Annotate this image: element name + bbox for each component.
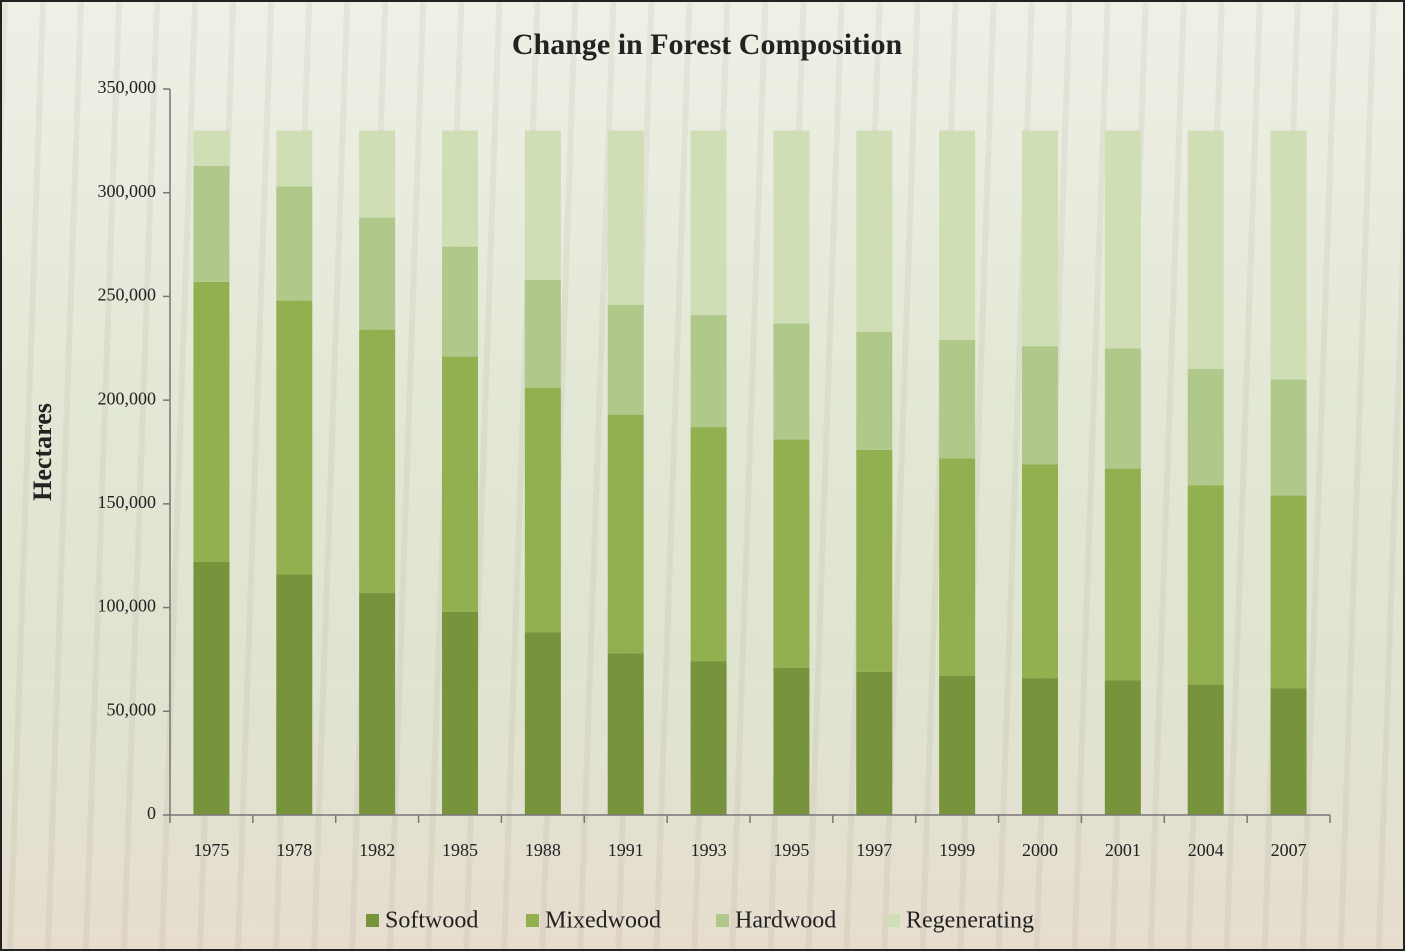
bar-segment [1270,688,1307,815]
bar-segment [1022,678,1058,815]
bar-segment [1270,495,1307,689]
bar-segment [856,331,893,450]
bar-segment [939,339,976,459]
bar-segment [773,130,810,324]
bar-segment [1104,680,1141,815]
bar-segment [359,593,396,815]
bar-segment [276,300,313,575]
bar-segment [607,414,644,654]
bar-segment [193,165,230,282]
bar-segment [359,329,396,594]
y-tick-label: 200,000 [98,388,157,408]
y-tick-label: 150,000 [98,492,157,512]
bar-segment [276,130,313,187]
bar-segment [524,279,561,388]
legend-label: Mixedwood [545,908,661,934]
bar-segment [1187,130,1224,370]
legend-label: Regenerating [906,908,1034,934]
bar-segment [856,449,893,672]
bar-segment [1187,684,1224,815]
bar-segment [1187,369,1224,486]
bar-segment [442,356,478,612]
bar-segment [939,458,976,677]
bar-segment [524,387,561,633]
bar-segment [690,661,727,815]
bar-segment [690,427,727,662]
y-axis-label: Hectares [28,403,57,501]
bar-segment [939,130,976,340]
bar-segment [939,676,976,815]
x-tick-label: 2007 [1271,840,1307,860]
x-tick-label: 1975 [193,840,229,860]
x-tick-label: 1982 [359,840,395,860]
bar-segment [856,671,893,815]
legend-label: Hardwood [735,908,836,934]
bar-segment [193,281,230,562]
legend-swatch [366,914,379,927]
bar-segment [1022,130,1058,347]
bar-segment [607,304,644,415]
x-tick-label: 1995 [773,840,809,860]
x-tick-label: 2001 [1105,840,1141,860]
bar-segment [1022,346,1058,465]
bar-segment [1270,130,1307,380]
bar-segment [773,439,810,668]
x-tick-label: 1997 [856,840,892,860]
x-tick-label: 1991 [608,840,644,860]
bar-segment [773,323,810,440]
bar-segment [690,315,727,428]
chart-title: Change in Forest Composition [512,28,903,61]
x-tick-label: 1999 [939,840,975,860]
y-tick-label: 0 [147,803,156,823]
bar-segment [1022,464,1058,679]
bar-segment [1104,130,1141,349]
x-tick-label: 1985 [442,840,478,860]
bar-segment [1270,379,1307,496]
x-tick-label: 2004 [1188,840,1224,860]
bar-segment [1104,348,1141,469]
bar-segment [1104,468,1141,681]
bar-segment [524,130,561,280]
y-tick-label: 300,000 [98,181,157,201]
y-tick-label: 50,000 [107,699,157,719]
bar-segment [442,130,478,247]
bar-segment [442,246,478,357]
bar-segment [773,667,810,815]
bar-segment [193,561,230,815]
x-tick-label: 1988 [525,840,561,860]
bar-segment [359,130,396,218]
y-tick-label: 250,000 [98,285,157,305]
x-tick-label: 1978 [276,840,312,860]
legend-swatch [716,914,729,927]
bar-segment [276,186,313,301]
bar-segment [276,574,313,815]
bar-segment [442,611,478,815]
x-tick-label: 1993 [691,840,727,860]
bar-segment [524,632,561,815]
bar-segment [359,217,396,330]
y-tick-label: 100,000 [98,596,157,616]
bar-segment [1187,485,1224,685]
bar-segment [690,130,727,316]
legend-label: Softwood [385,908,478,934]
y-tick-label: 350,000 [98,77,157,97]
legend-swatch [526,914,539,927]
bar-segment [607,653,644,815]
legend-swatch [887,914,900,927]
x-tick-label: 2000 [1022,840,1058,860]
bar-segment [856,130,893,332]
bar-segment [193,130,230,166]
bar-segment [607,130,644,305]
